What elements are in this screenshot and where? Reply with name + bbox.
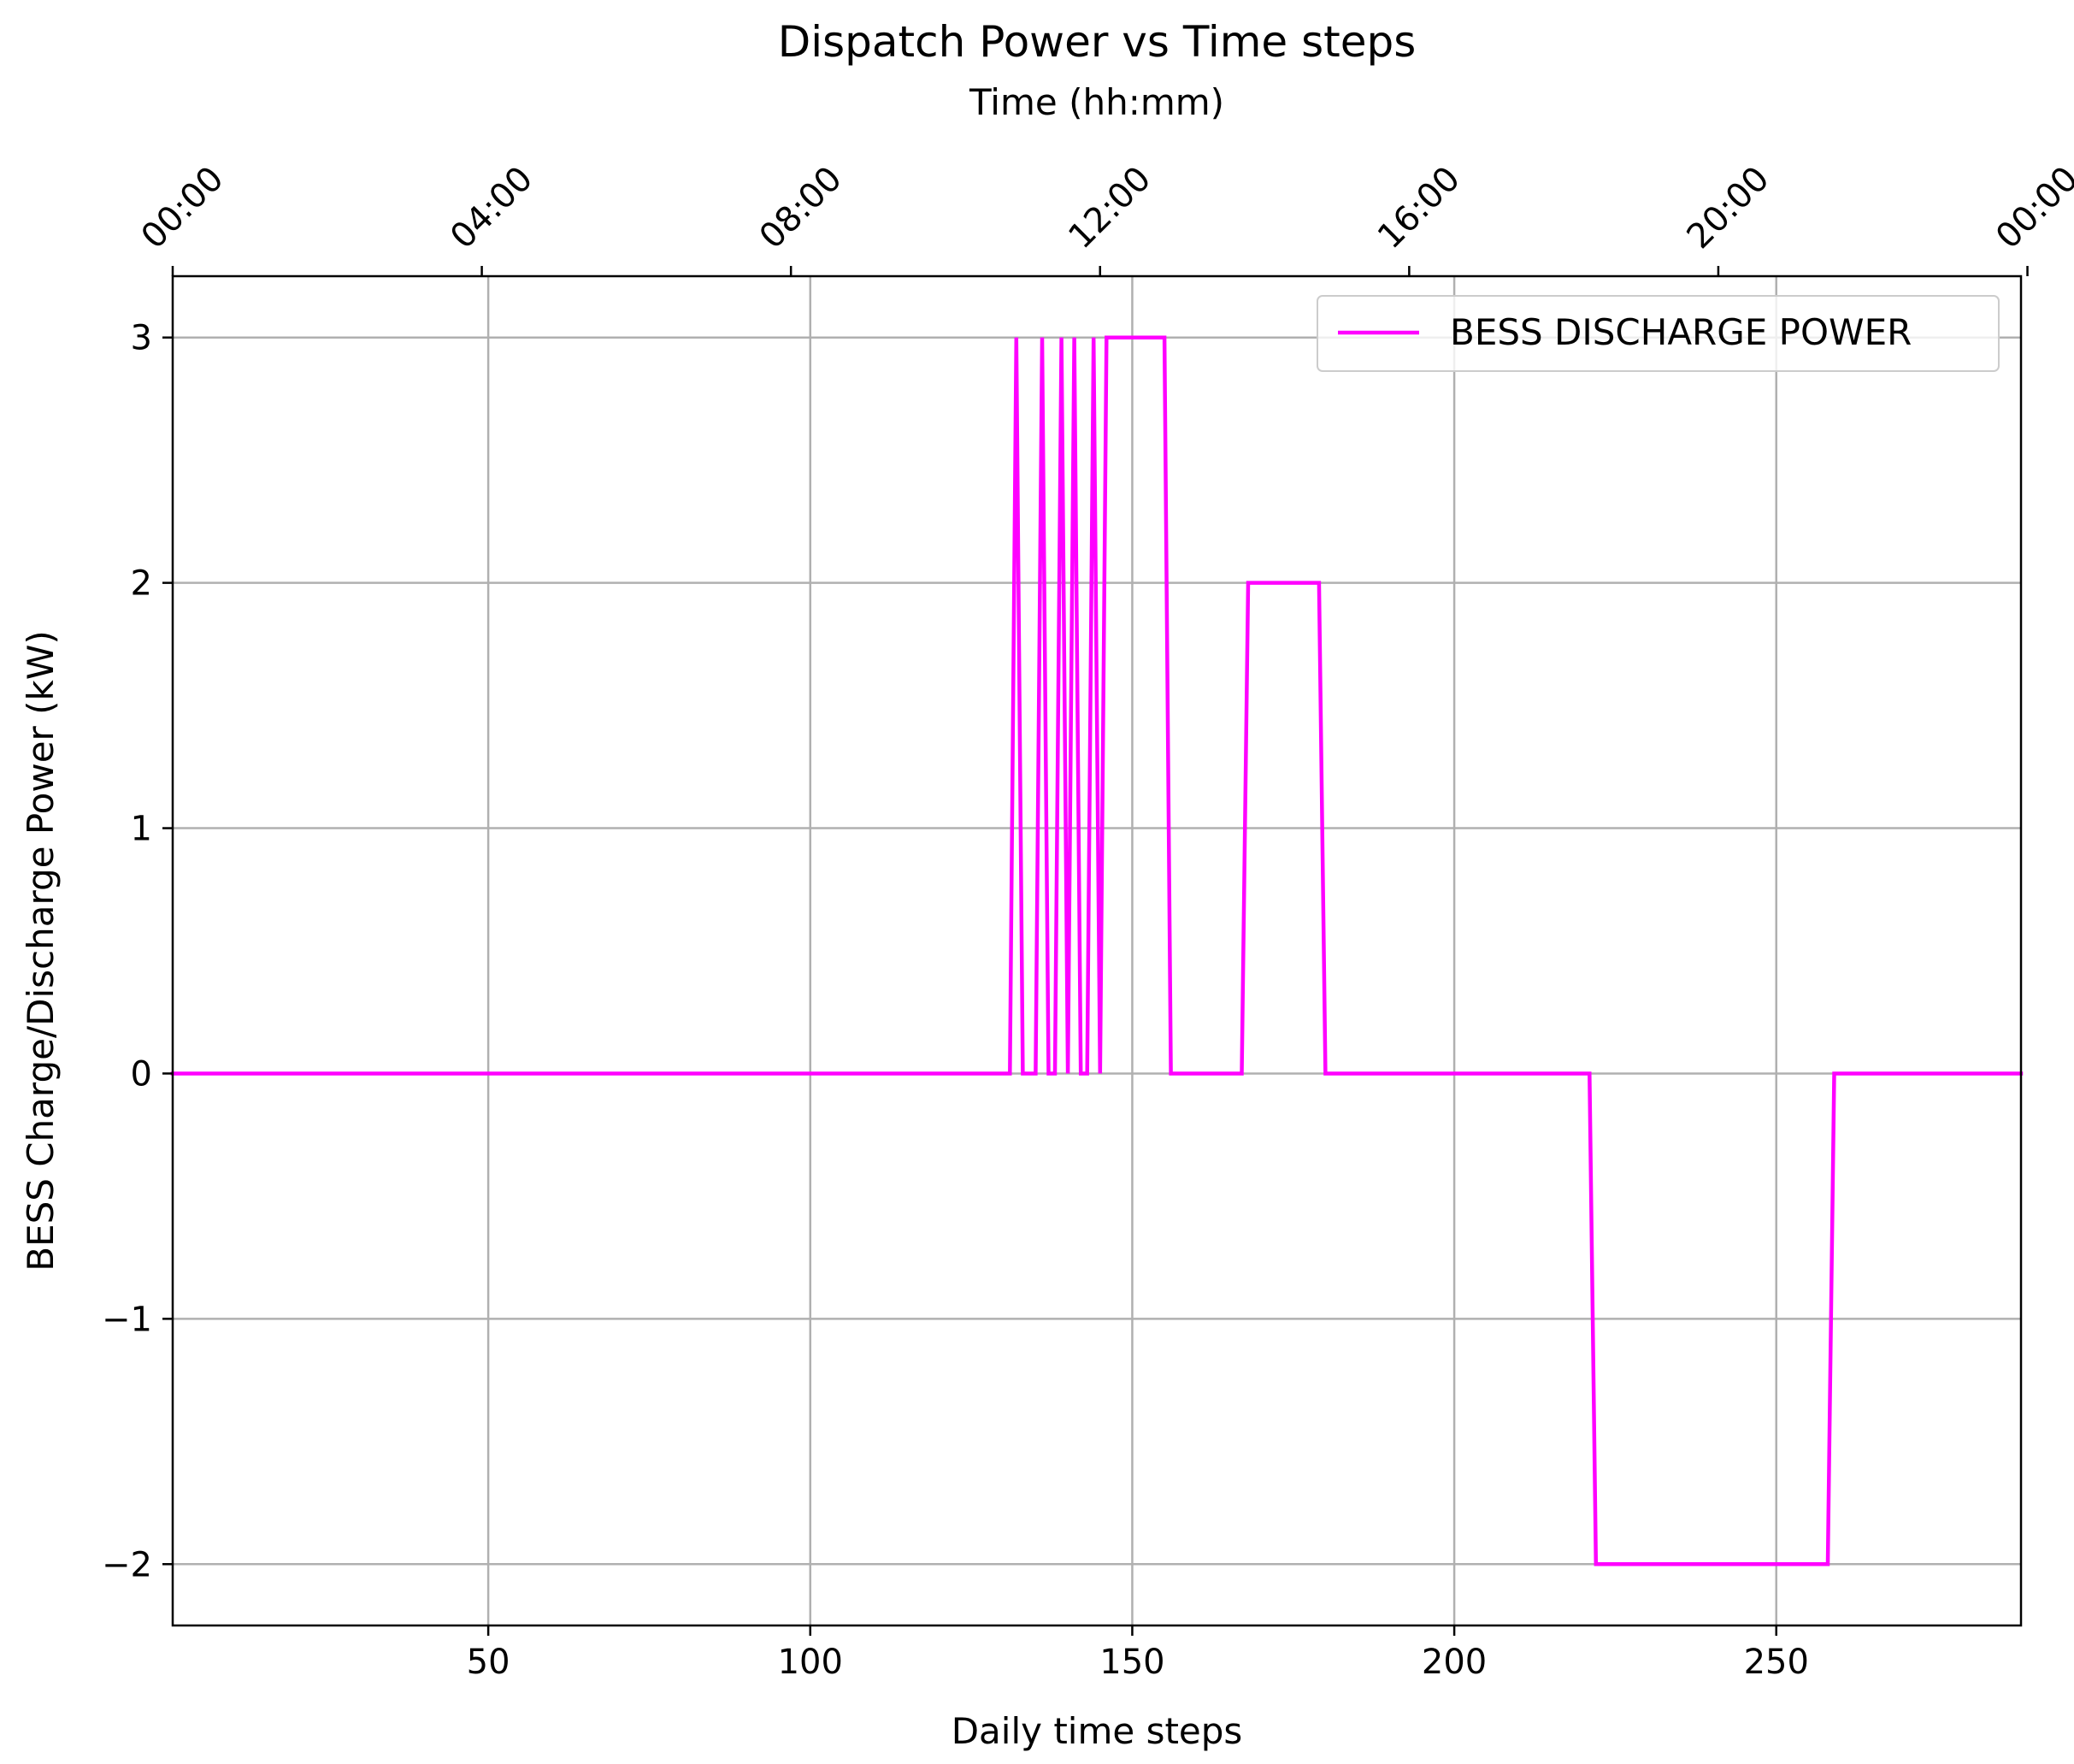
x-tick-label: 200	[1422, 1643, 1487, 1682]
x-axis-title: Daily time steps	[952, 1710, 1243, 1752]
legend-box	[1317, 295, 2000, 372]
x-tick-label: 50	[467, 1643, 510, 1682]
y-tick-label: −2	[102, 1545, 152, 1584]
y-tick-label: −1	[102, 1300, 152, 1339]
plot-frame	[171, 274, 2023, 1627]
x-tick-label: 250	[1744, 1643, 1809, 1682]
y-tick-label: 3	[131, 319, 152, 358]
left-axis: −2 −1 0 1 2 3	[102, 319, 173, 1584]
y-tick-label: 2	[131, 564, 152, 604]
series-layer	[170, 335, 2024, 1566]
y-tick-label: 0	[131, 1054, 152, 1094]
x-tick-label: 100	[778, 1643, 843, 1682]
series-line	[170, 335, 2024, 1566]
x-tick-label: 150	[1099, 1643, 1164, 1682]
y-tick-label: 1	[131, 810, 152, 849]
legend: BESS DISCHARGE POWER	[1317, 295, 2000, 372]
chart-title: Dispatch Power vs Time steps	[778, 17, 1417, 67]
top-axis-title: Time (hh:mm)	[969, 81, 1224, 123]
y-axis-title: BESS Charge/Discharge Power (kW)	[20, 630, 62, 1271]
bottom-axis: 50 100 150 200 250	[467, 1625, 1809, 1682]
legend-label: BESS DISCHARGE POWER	[1450, 311, 1912, 353]
